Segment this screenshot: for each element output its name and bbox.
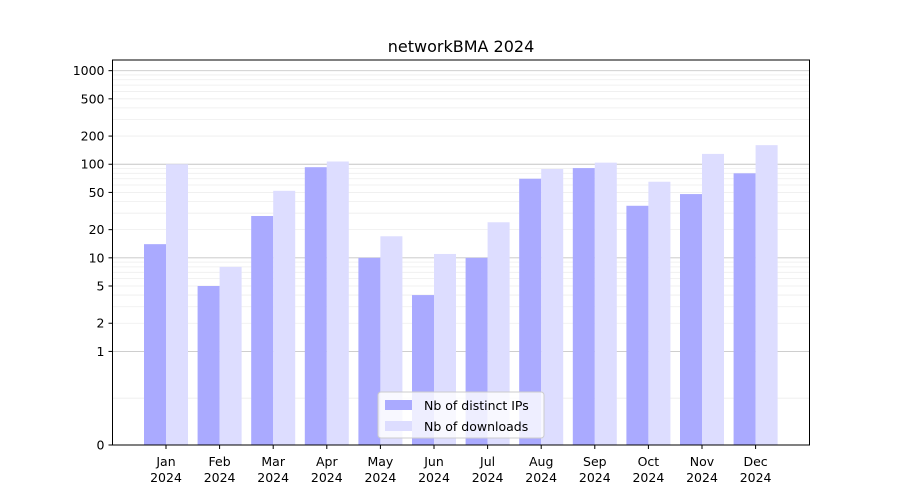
legend-label: Nb of downloads <box>424 419 528 434</box>
x-tick-label: Jan 2024 <box>150 454 182 485</box>
x-tick-year: 2024 <box>740 470 772 485</box>
chart-title: networkBMA 2024 <box>388 37 535 56</box>
x-tick-label: Sep 2024 <box>579 454 611 485</box>
bar-downloads <box>648 181 671 446</box>
bar-downloads <box>541 168 564 445</box>
y-tick-label: 10 <box>89 250 105 265</box>
legend-box <box>377 391 545 439</box>
x-tick-label: Feb 2024 <box>204 454 236 485</box>
x-tick-label: Aug 2024 <box>525 454 557 485</box>
legend-label: Nb of distinct IPs <box>424 398 529 413</box>
x-tick-year: 2024 <box>150 470 182 485</box>
x-tick-label: Jul 2024 <box>472 454 504 485</box>
x-tick-month: May <box>367 454 393 469</box>
bar-downloads <box>219 266 242 445</box>
x-tick-month: Oct <box>638 454 660 469</box>
legend: Nb of distinct IPs Nb of downloads <box>377 391 545 439</box>
x-tick-label: May 2024 <box>364 454 396 485</box>
x-tick-year: 2024 <box>204 470 236 485</box>
x-tick-month: Jul <box>479 454 495 469</box>
y-tick-label: 5 <box>97 279 105 294</box>
bar-downloads <box>326 161 349 445</box>
bar-distinct-ips <box>680 194 702 445</box>
y-tick-label: 0 <box>97 438 105 453</box>
bar-distinct-ips <box>572 168 595 445</box>
x-tick-year: 2024 <box>418 470 450 485</box>
x-tick-month: Aug <box>529 454 553 469</box>
y-tick-label: 100 <box>81 157 105 172</box>
bar-distinct-ips <box>251 215 274 445</box>
x-tick-year: 2024 <box>311 470 343 485</box>
x-tick-year: 2024 <box>364 470 396 485</box>
bar-downloads <box>487 222 510 445</box>
legend-swatch <box>385 400 412 410</box>
x-tick-year: 2024 <box>472 470 504 485</box>
x-tick-label: Dec 2024 <box>740 454 772 485</box>
bar-distinct-ips <box>733 173 756 445</box>
y-tick-label: 20 <box>89 222 105 237</box>
plot-frame <box>112 59 810 446</box>
y-tick-label: 1000 <box>73 63 105 78</box>
legend-swatch <box>385 421 412 431</box>
x-tick-year: 2024 <box>579 470 611 485</box>
bar-downloads <box>594 162 617 445</box>
bar-distinct-ips <box>519 178 542 446</box>
x-tick-year: 2024 <box>632 470 664 485</box>
x-tick-month: Jan <box>155 454 175 469</box>
x-tick-label: Oct 2024 <box>632 454 664 485</box>
bar-distinct-ips <box>626 205 649 445</box>
x-tick-year: 2024 <box>257 470 289 485</box>
x-tick-month: Dec <box>743 454 767 469</box>
x-tick-month: Apr <box>316 454 338 469</box>
bar-distinct-ips <box>304 167 327 446</box>
x-tick-label: Nov 2024 <box>686 454 718 485</box>
y-tick-label: 50 <box>89 185 105 200</box>
x-tick-month: Nov <box>690 454 715 469</box>
y-tick-label: 200 <box>81 129 105 144</box>
bar-downloads <box>273 190 296 445</box>
bar-distinct-ips <box>144 244 166 445</box>
x-tick-year: 2024 <box>686 470 718 485</box>
y-tick-label: 2 <box>97 316 105 331</box>
x-tick-month: Feb <box>209 454 231 469</box>
y-axis: 0 1 2 5 10 20 50 100 200 500 1000 <box>73 63 113 453</box>
bar-downloads <box>702 153 724 446</box>
bar-downloads <box>166 164 188 445</box>
x-tick-month: Mar <box>261 454 285 469</box>
bar-distinct-ips <box>358 257 381 445</box>
x-tick-label: Apr 2024 <box>311 454 343 485</box>
bar-distinct-ips <box>197 286 220 445</box>
x-tick-month: Jun <box>423 454 444 469</box>
x-tick-year: 2024 <box>525 470 557 485</box>
x-tick-month: Sep <box>583 454 607 469</box>
x-tick-label: Jun 2024 <box>418 454 450 485</box>
bar-downloads <box>755 145 778 445</box>
x-tick-label: Mar 2024 <box>257 454 289 485</box>
y-tick-label: 1 <box>97 344 105 359</box>
y-tick-label: 500 <box>81 91 105 106</box>
